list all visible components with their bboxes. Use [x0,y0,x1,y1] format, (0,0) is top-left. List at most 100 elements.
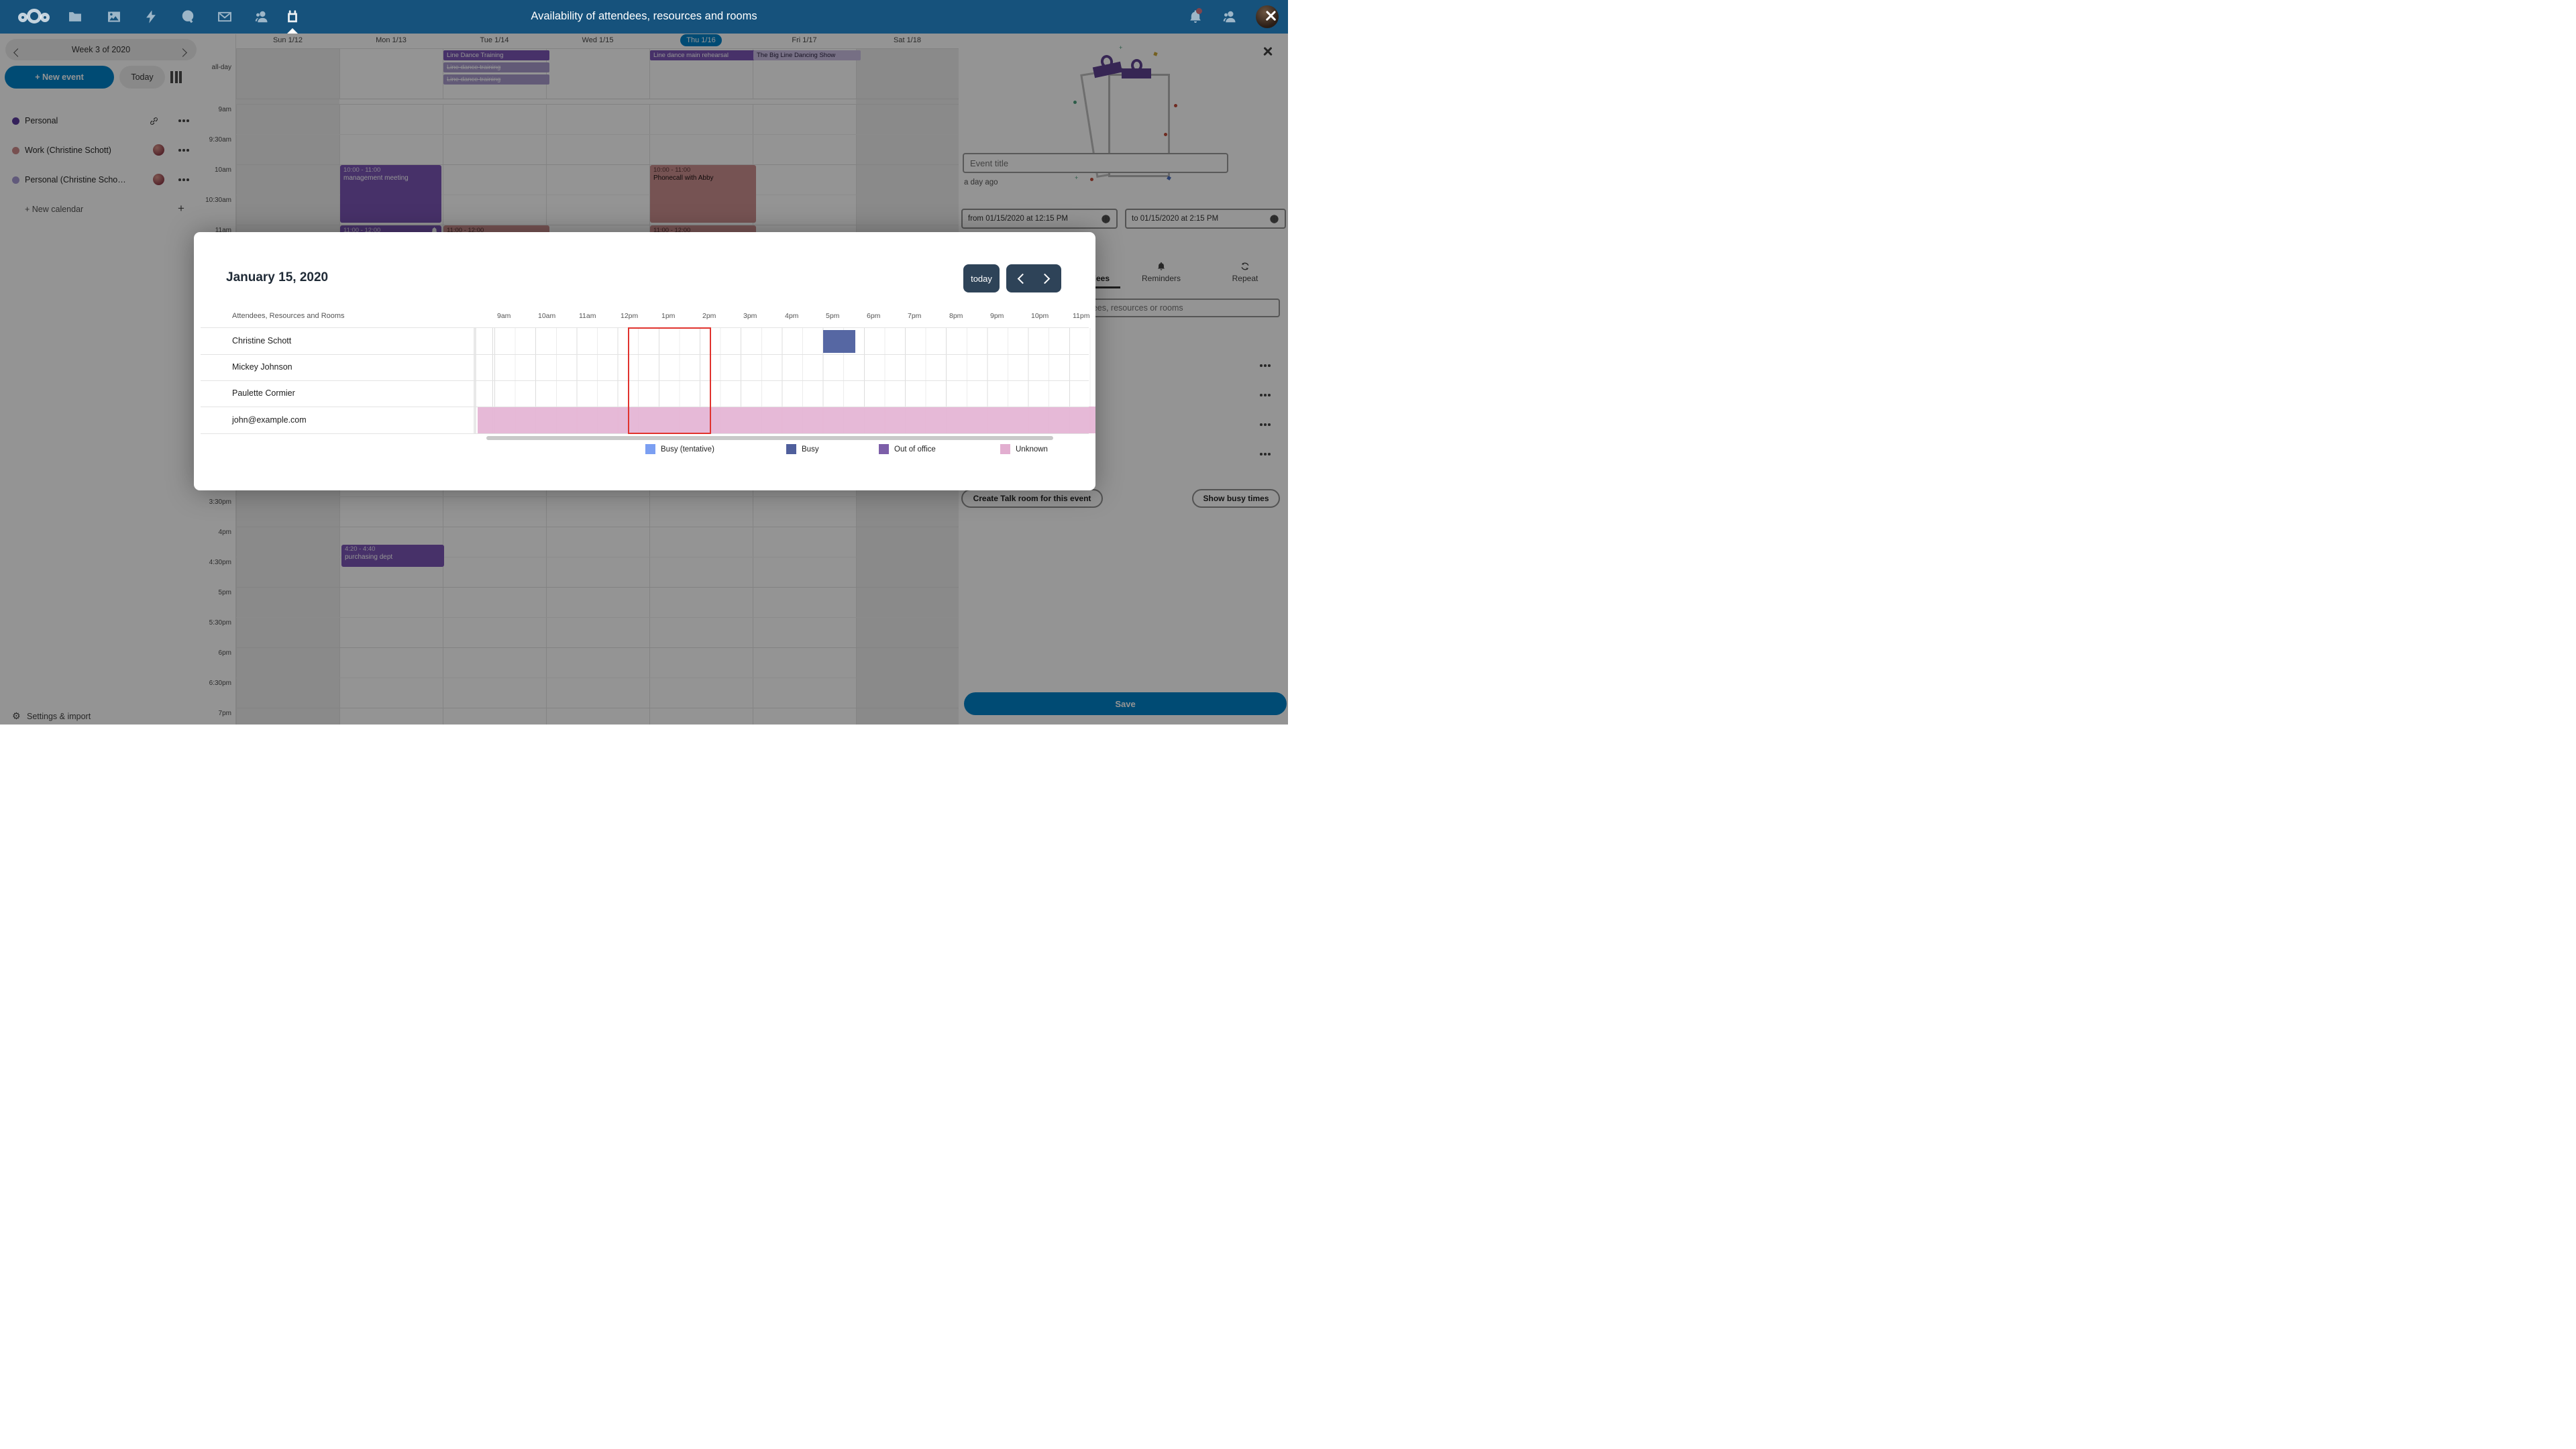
previous-day-icon[interactable] [1017,273,1028,284]
allday-event-declined[interactable]: Line dance training [443,62,549,72]
activity-icon[interactable] [144,9,158,24]
timezone-globe-icon[interactable] [1101,214,1111,224]
photos-icon[interactable] [107,9,121,24]
day-header-wed: Wed 1/15 [582,36,614,44]
time-label: 9:30am [209,136,231,144]
day-header-sat: Sat 1/18 [894,36,921,44]
legend-swatch [879,444,889,454]
end-date-field[interactable]: to 01/15/2020 at 2:15 PM [1125,209,1286,229]
settings-label: Settings & import [27,712,91,721]
modal-prev-next-button [1006,264,1061,292]
attendee-actions-icon[interactable] [1260,364,1271,367]
availability-modal: January 15, 2020 today Attendees, Resour… [194,232,1095,490]
new-event-button[interactable]: + New event [5,66,114,89]
tab-reminders[interactable]: Reminders [1131,262,1191,288]
time-label: 10am [214,166,231,174]
contacts-menu-icon[interactable] [1222,9,1237,24]
calendar-actions-icon[interactable] [178,178,189,181]
time-label: 10:30am [205,197,231,204]
talk-icon[interactable] [180,9,195,24]
calendar-item-work[interactable]: Work (Christine Schott) [0,139,201,163]
files-icon[interactable] [68,9,83,24]
event-title-input[interactable] [963,153,1228,173]
time-label: 5pm [218,589,231,596]
event-management-meeting[interactable]: 10:00 - 11:00 management meeting [340,165,441,223]
gear-icon: ⚙ [12,710,21,721]
attendee-actions-icon[interactable] [1260,453,1271,455]
save-button[interactable]: Save [964,692,1287,715]
show-busy-times-button[interactable]: Show busy times [1192,489,1280,508]
time-label: 9am [218,106,231,113]
calendar-owner-avatar [153,144,164,156]
legend-swatch [786,444,796,454]
week-label: Week 3 of 2020 [71,45,131,54]
legend-label: Unknown [1016,445,1048,453]
start-date-field[interactable]: from 01/15/2020 at 12:15 PM [961,209,1118,229]
attendee-row-name: Paulette Cormier [232,388,295,398]
calendar-actions-icon[interactable] [178,119,189,122]
attendee-actions-icon[interactable] [1260,394,1271,396]
timezone-globe-icon[interactable] [1269,214,1279,224]
save-label: Save [1115,698,1136,709]
bell-icon [1157,262,1166,273]
new-event-label: + New event [35,72,84,82]
busy-block [823,330,855,353]
hour-label: 12pm [621,312,639,320]
legend-busy-tentative: Busy (tentative) [645,444,714,454]
left-sidebar: Week 3 of 2020 + New event Today Persona… [0,34,201,724]
notifications-bell-icon[interactable] [1188,8,1203,24]
allday-event[interactable]: The Big Line Dancing Show [753,50,861,60]
day-header-mon: Mon 1/13 [376,36,407,44]
contacts-icon[interactable] [254,9,269,24]
nextcloud-logo[interactable] [18,9,50,25]
event-phonecall-abby[interactable]: 10:00 - 11:00 Phonecall with Abby [650,165,756,223]
legend-busy: Busy [786,444,819,454]
start-date-value: from 01/15/2020 at 12:15 PM [968,215,1068,223]
allday-event[interactable]: Line Dance Training [443,50,549,60]
tab-repeat[interactable]: Repeat [1215,262,1275,288]
tab-label: Repeat [1232,274,1258,283]
allday-event[interactable]: Line dance main rehearsal [650,50,757,60]
calendar-color-dot [12,147,19,154]
grid-horizontal-scrollbar[interactable] [486,436,1053,440]
new-calendar-label: + New calendar [25,205,84,214]
event-purchasing-dept[interactable]: 4:20 - 4:40 purchasing dept [341,545,444,567]
calendar-item-personal[interactable]: Personal [0,109,201,133]
time-label: 4:30pm [209,559,231,566]
attendee-actions-icon[interactable] [1260,423,1271,426]
time-label: 11am [215,227,231,234]
day-header-thu-today: Thu 1/16 [649,34,753,46]
allday-event-declined[interactable]: Line dance training [443,74,549,85]
calendar-item-personal-shared[interactable]: Personal (Christine Scho… [0,168,201,193]
next-day-icon[interactable] [1039,273,1051,284]
calendar-color-dot [12,117,19,125]
new-calendar-button[interactable]: + New calendar + [0,198,201,222]
tab-label: Reminders [1141,274,1181,283]
share-link-icon[interactable] [149,116,159,126]
end-date-value: to 01/15/2020 at 2:15 PM [1132,215,1219,223]
hour-label: 10am [538,312,556,320]
modal-today-button[interactable]: today [963,264,1000,292]
week-switcher[interactable]: Week 3 of 2020 [5,39,197,60]
show-busy-label: Show busy times [1203,494,1269,503]
calendar-actions-icon[interactable] [178,149,189,152]
view-toggle-icon[interactable] [170,71,183,83]
modal-today-label: today [971,273,992,284]
day-header-tue: Tue 1/14 [480,36,509,44]
hour-label: 8pm [949,312,963,320]
time-label: 6pm [218,649,231,657]
floating-close-icon[interactable] [1265,9,1278,23]
hour-label: 10pm [1031,312,1049,320]
hour-label: 6pm [867,312,881,320]
hour-label: 1pm [661,312,676,320]
calendar-icon[interactable] [285,9,300,24]
day-header-sun: Sun 1/12 [272,36,303,44]
mail-icon[interactable] [217,9,232,24]
hour-label: 9pm [990,312,1004,320]
today-button[interactable]: Today [119,66,165,89]
last-modified-label: a day ago [964,178,998,186]
settings-import-button[interactable]: ⚙ Settings & import [0,710,201,724]
selected-time-range-outline[interactable] [628,327,711,434]
attendee-row-name: Christine Schott [232,336,292,345]
row-divider [201,380,1089,381]
